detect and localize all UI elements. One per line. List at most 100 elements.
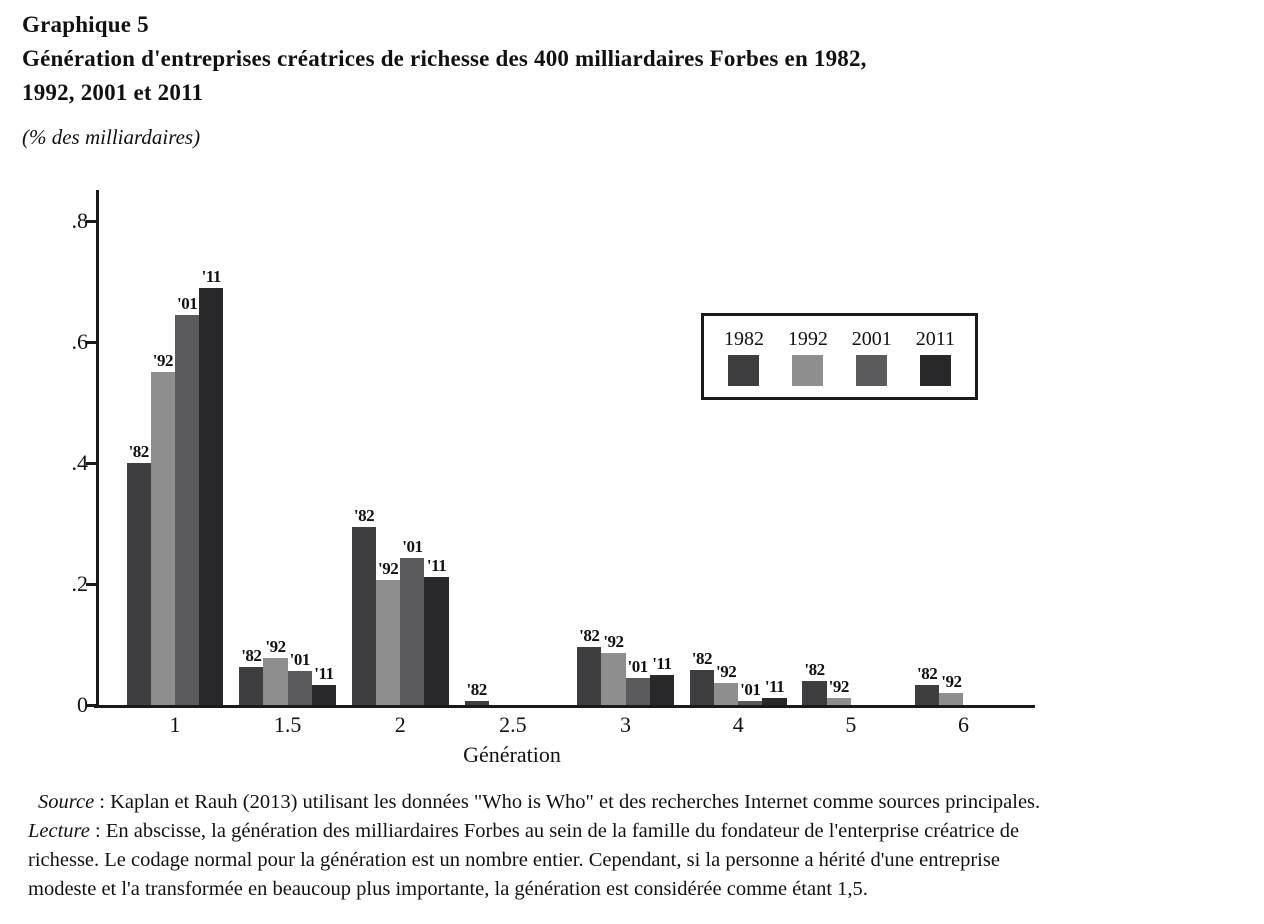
unit-note: (% des milliardaires)	[22, 125, 201, 149]
y-tick-mark	[86, 704, 97, 707]
source-text: Kaplan et Rauh (2013) utilisant les donn…	[110, 791, 1041, 813]
bar	[939, 693, 964, 705]
bar-year-label: '82	[579, 626, 600, 645]
bar	[464, 701, 489, 705]
source-label: Source	[38, 791, 95, 813]
bar-year-label: '01	[176, 294, 198, 313]
x-tick-label: 2	[394, 712, 406, 737]
legend-year-label: 2001	[851, 327, 892, 350]
bar	[762, 698, 787, 705]
bar-year-label: '92	[715, 662, 737, 681]
x-tick-label: 5	[845, 712, 857, 737]
bar	[738, 701, 763, 705]
bar-year-label: '82	[128, 442, 150, 461]
bar-year-label: '82	[917, 664, 938, 683]
bar	[175, 315, 200, 705]
figure-number: Graphique 5	[22, 12, 149, 37]
legend-item: 1992	[788, 328, 828, 386]
bar-year-label: '11	[201, 267, 222, 286]
x-tick-label: 3	[620, 712, 632, 737]
y-tick-label: .2	[71, 571, 89, 596]
x-tick-label: 1	[169, 712, 181, 737]
chart-title-line2: 1992, 2001 et 2011	[22, 80, 204, 105]
bar	[400, 558, 425, 705]
bar-year-label: '82	[804, 660, 825, 679]
bar-year-label: '92	[265, 637, 286, 656]
bar-year-label: '82	[241, 646, 262, 665]
bar-year-label: '01	[627, 657, 649, 676]
y-tick-mark	[86, 583, 97, 586]
bar-year-label: '01	[740, 680, 761, 699]
bar	[714, 683, 739, 705]
y-tick-mark	[86, 462, 97, 465]
x-axis-title: Génération	[463, 742, 561, 767]
legend-item: 1982	[724, 328, 764, 386]
lecture-label: Lecture	[28, 820, 90, 842]
bar-year-label: '82	[466, 680, 487, 699]
bar	[311, 685, 337, 705]
bar-year-label: '11	[314, 664, 334, 683]
legend-color-swatch	[728, 354, 760, 386]
bar-year-label: '92	[941, 672, 962, 691]
y-axis-line	[96, 190, 99, 708]
legend-color-swatch	[856, 354, 888, 386]
bar	[625, 678, 650, 705]
bar-year-label: '11	[652, 654, 672, 673]
lecture-note-line2: richesse. Le codage normal pour la génér…	[28, 849, 1000, 871]
bar	[376, 580, 401, 705]
y-tick-label: 0	[77, 692, 88, 717]
legend-year-label: 1982	[723, 327, 764, 350]
chart-header: Graphique 5 Génération d'entreprises cré…	[22, 8, 1222, 152]
bar	[287, 671, 312, 705]
x-tick-label: 1.5	[273, 712, 302, 737]
lecture-note-line1: Lecture : En abscisse, la génération des…	[28, 817, 1254, 846]
bar	[601, 653, 626, 705]
legend-item: 2001	[852, 328, 892, 386]
bar-year-label: '92	[152, 351, 174, 370]
bar	[263, 658, 288, 705]
y-tick-label: .6	[71, 329, 89, 354]
y-tick-label: .4	[71, 450, 89, 475]
bar	[126, 463, 151, 705]
bar	[649, 675, 674, 705]
bar	[150, 372, 175, 705]
lecture-text-1: En abscisse, la génération des milliarda…	[105, 820, 1020, 842]
source-separator: :	[94, 791, 111, 813]
y-tick-mark	[86, 220, 97, 223]
legend-year-label: 2011	[915, 327, 955, 350]
bar	[802, 681, 827, 705]
bar-year-label: '01	[289, 650, 311, 669]
bar-year-label: '11	[426, 556, 447, 575]
bar-year-label: '92	[378, 559, 399, 578]
bar	[424, 577, 449, 705]
bar	[351, 527, 377, 705]
x-tick-label: 6	[957, 712, 969, 737]
legend-year-label: 1992	[787, 327, 828, 350]
x-axis-line	[94, 705, 1035, 708]
bar	[199, 288, 224, 705]
y-tick-mark	[86, 341, 97, 344]
notes-block: Source : Kaplan et Rauh (2013) utilisant…	[28, 788, 1254, 904]
bar	[689, 670, 714, 705]
legend-color-swatch	[792, 354, 824, 386]
bar	[239, 667, 264, 705]
bar	[915, 685, 940, 705]
bar-year-label: '11	[764, 677, 785, 696]
source-note: Source : Kaplan et Rauh (2013) utilisant…	[28, 788, 1254, 817]
x-tick-label: 2.5	[499, 712, 527, 737]
bar-year-label: '82	[353, 506, 375, 525]
legend-box: 1982 1992 2001 2011	[701, 313, 978, 400]
y-tick-label: .8	[71, 208, 89, 233]
lecture-note-line3: modeste et l'a transformée en beaucoup p…	[28, 878, 868, 900]
legend-color-swatch	[919, 354, 951, 386]
bar-year-label: '92	[603, 632, 624, 651]
chart-title-line1: Génération d'entreprises créatrices de r…	[22, 46, 867, 71]
bar-year-label: '01	[402, 537, 423, 556]
bar	[826, 698, 851, 705]
bar	[577, 647, 602, 705]
x-tick-label: 4	[732, 712, 744, 737]
legend-item: 2011	[916, 328, 955, 386]
bar-year-label: '82	[691, 649, 713, 668]
